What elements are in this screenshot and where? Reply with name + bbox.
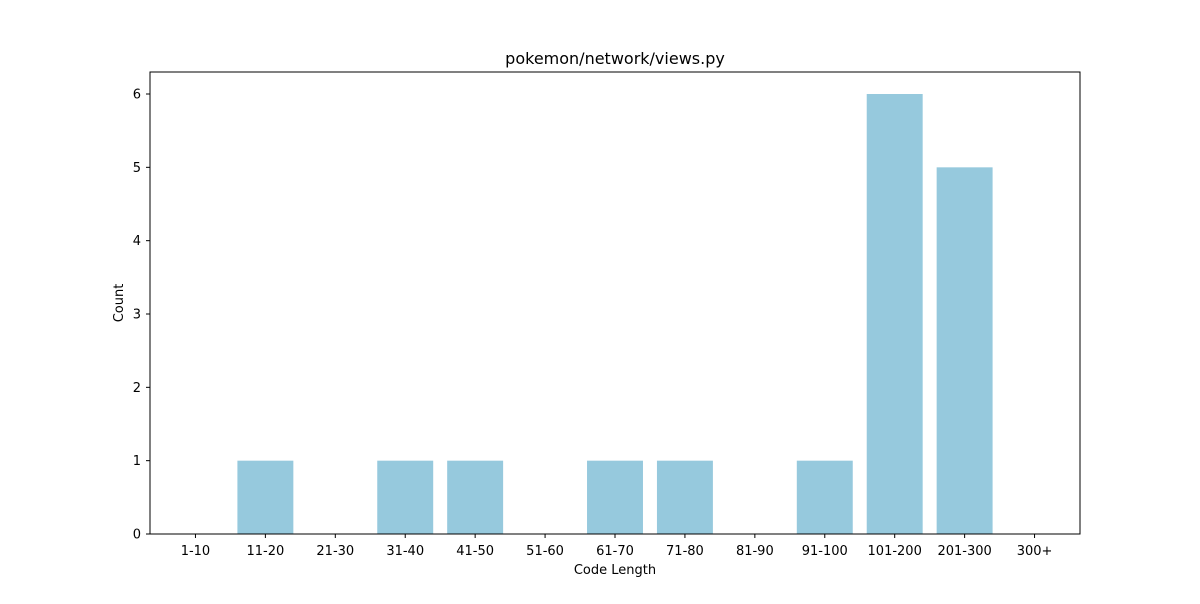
x-tick-label: 11-20 [246, 544, 284, 559]
x-tick-label: 31-40 [386, 544, 424, 559]
bar-91-100 [796, 460, 853, 534]
bar-41-50 [447, 460, 504, 534]
x-tick-label: 101-200 [868, 544, 922, 559]
chart-title: pokemon/network/views.py [505, 49, 725, 68]
bar-201-300 [936, 167, 993, 535]
x-tick-label: 201-300 [937, 544, 991, 559]
y-axis-label: Count [112, 284, 127, 323]
bar-61-70 [587, 460, 643, 534]
x-ticks-layer: 1-10 11-20 21-30 31-40 41-50 51-60 61-70 71-80 8… [181, 534, 1053, 559]
x-tick-label: 300+ [1017, 544, 1053, 559]
x-tick-label: 21-30 [316, 544, 354, 559]
y-tick-label: 5 [133, 161, 141, 176]
y-tick-label: 0 [133, 528, 141, 543]
y-tick-label: 4 [133, 234, 141, 249]
bar-71-80 [656, 460, 713, 534]
x-tick-label: 51-60 [526, 544, 564, 559]
x-tick-label: 1-10 [181, 544, 211, 559]
x-tick-label: 81-90 [736, 544, 774, 559]
x-tick-label: 91-100 [802, 544, 848, 559]
y-tick-label: 6 [133, 88, 141, 103]
bars-layer [237, 94, 993, 535]
y-tick-label: 2 [133, 381, 141, 396]
y-tick-label: 1 [133, 454, 141, 469]
x-tick-label: 61-70 [596, 544, 634, 559]
x-axis-label: Code Length [574, 563, 656, 578]
x-tick-label: 41-50 [456, 544, 494, 559]
bar-11-20 [237, 460, 294, 534]
y-tick-label: 3 [133, 308, 141, 323]
y-ticks-layer: 0 1 2 3 4 5 6 [133, 88, 150, 543]
bar-101-200 [866, 94, 923, 534]
bar-31-40 [377, 460, 434, 534]
x-tick-label: 71-80 [666, 544, 704, 559]
